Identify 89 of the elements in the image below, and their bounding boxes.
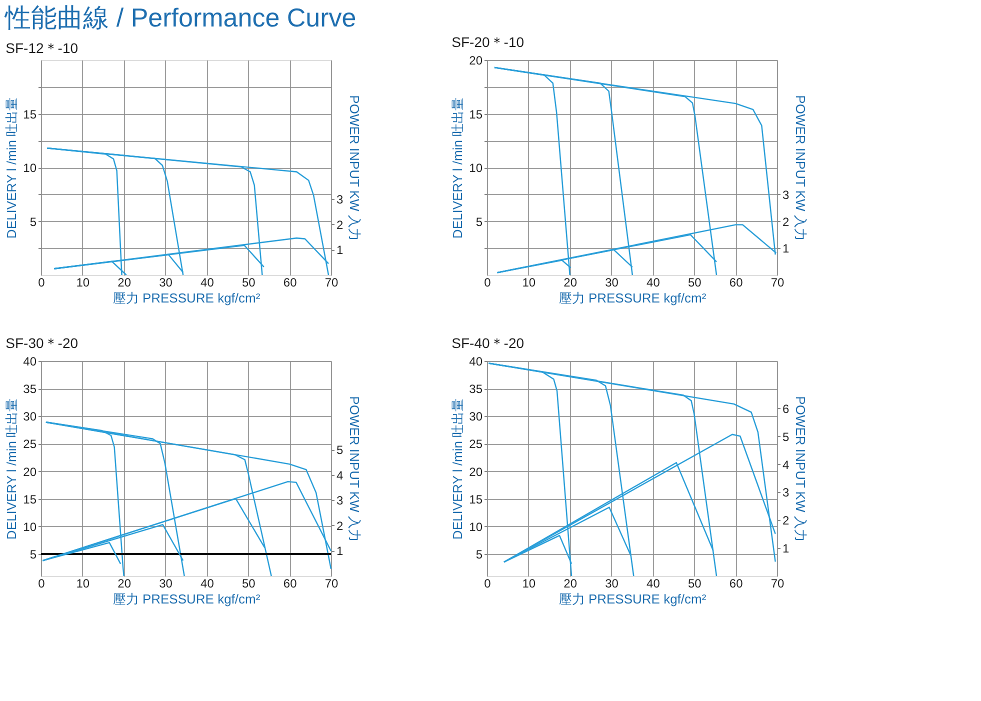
y2-tick-label: 5 (336, 443, 344, 458)
y-tick-label: 40 (469, 354, 483, 368)
y-axis-title: DELIVERY l /min 吐出量 (450, 97, 466, 239)
x-tick-label: 20 (564, 576, 578, 590)
y2-tick-label: 1 (782, 542, 790, 556)
chart-title: SF-12＊-10 (6, 40, 78, 56)
y2-tick-label: 3 (336, 494, 344, 508)
x-tick-label: 10 (76, 276, 90, 290)
y-axis-title: DELIVERY l /min 吐出量 (450, 398, 466, 540)
y-tick-label: 10 (23, 520, 37, 534)
y-tick-label: 5 (476, 214, 483, 229)
x-tick-label: 0 (38, 576, 46, 590)
y2-tick-label: 4 (336, 468, 344, 482)
y-axis-title: DELIVERY l /min 吐出量 (4, 398, 20, 540)
x-tick-label: 20 (564, 276, 578, 290)
x-tick-label: 0 (38, 276, 46, 290)
x-tick-label: 60 (283, 276, 298, 290)
chart-title: SF-30＊-20 (6, 335, 78, 351)
y2-tick-label: 1 (336, 243, 344, 258)
y-tick-label: 5 (476, 547, 483, 562)
chart-title: SF-40＊-20 (452, 335, 524, 351)
y2-tick-label: 6 (782, 402, 790, 416)
x-tick-label: 30 (159, 576, 173, 590)
x-tick-label: 0 (484, 576, 492, 590)
x-tick-label: 70 (770, 276, 784, 290)
x-tick-label: 30 (605, 576, 619, 590)
y-tick-label: 30 (469, 410, 483, 424)
x-tick-label: 30 (605, 276, 619, 290)
x-axis-title: 壓力 PRESSURE kgf/cm² (112, 592, 261, 606)
x-tick-label: 70 (324, 576, 338, 590)
y-tick-label: 10 (23, 161, 37, 175)
x-tick-label: 10 (522, 576, 536, 590)
y-tick-label: 40 (23, 354, 37, 368)
y2-tick-label: 2 (782, 214, 790, 229)
y2-tick-label: 1 (782, 242, 790, 256)
x-tick-label: 70 (770, 576, 784, 590)
x-tick-label: 50 (688, 576, 702, 590)
y-tick-label: 30 (23, 410, 37, 424)
text: 性能曲線 / Performance Curve (4, 2, 356, 32)
x-tick-label: 30 (159, 276, 173, 290)
x-tick-label: 60 (729, 576, 744, 590)
x-tick-label: 50 (242, 576, 256, 590)
chart-title: SF-20＊-10 (452, 34, 524, 50)
y-tick-label: 35 (469, 382, 483, 396)
y2-tick-label: 3 (782, 486, 790, 500)
y-tick-label: 10 (469, 161, 483, 175)
y2-tick-label: 3 (336, 192, 344, 207)
x-tick-label: 40 (646, 576, 660, 590)
y-tick-label: 15 (469, 492, 483, 506)
x-tick-label: 10 (76, 576, 90, 590)
y2-tick-label: 2 (336, 518, 344, 533)
y-tick-label: 15 (23, 492, 37, 506)
x-tick-label: 40 (200, 276, 214, 290)
y-tick-label: 10 (469, 520, 483, 534)
y-tick-label: 15 (469, 107, 483, 122)
x-tick-label: 0 (484, 276, 492, 290)
y-tick-label: 25 (469, 437, 483, 452)
x-tick-label: 20 (118, 276, 132, 290)
y2-axis-title: POWER INPUT KW 入力 (347, 95, 362, 241)
x-tick-label: 40 (200, 576, 214, 590)
y-axis-title: DELIVERY l /min 吐出量 (4, 97, 20, 239)
y2-tick-label: 5 (782, 430, 790, 444)
y2-tick-label: 1 (336, 544, 344, 558)
y2-axis-title: POWER INPUT KW 入力 (793, 396, 808, 542)
y2-tick-label: 4 (782, 458, 790, 472)
y-tick-label: 20 (469, 464, 483, 479)
y-tick-label: 5 (30, 214, 37, 229)
y2-tick-label: 3 (782, 188, 790, 202)
y-tick-label: 25 (23, 437, 37, 452)
y2-tick-label: 2 (782, 514, 790, 528)
x-tick-label: 10 (522, 276, 536, 290)
y2-axis-title: POWER INPUT KW 入力 (347, 396, 362, 542)
x-tick-label: 40 (646, 276, 660, 290)
x-tick-label: 50 (688, 276, 702, 290)
x-axis-title: 壓力 PRESSURE kgf/cm² (112, 290, 261, 306)
x-tick-label: 70 (324, 276, 338, 290)
y-tick-label: 5 (30, 547, 37, 562)
y2-tick-label: 2 (336, 218, 344, 232)
y-tick-label: 20 (469, 54, 483, 68)
x-tick-label: 50 (242, 276, 256, 290)
x-axis-title: 壓力 PRESSURE kgf/cm² (558, 592, 707, 606)
x-tick-label: 60 (729, 276, 744, 290)
x-tick-label: 20 (118, 576, 132, 590)
y2-axis-title: POWER INPUT KW 入力 (793, 95, 808, 241)
y-tick-label: 20 (23, 464, 37, 479)
x-axis-title: 壓力 PRESSURE kgf/cm² (558, 290, 707, 306)
x-tick-label: 60 (283, 576, 298, 590)
y-tick-label: 35 (23, 382, 37, 396)
y-tick-label: 15 (23, 107, 37, 122)
